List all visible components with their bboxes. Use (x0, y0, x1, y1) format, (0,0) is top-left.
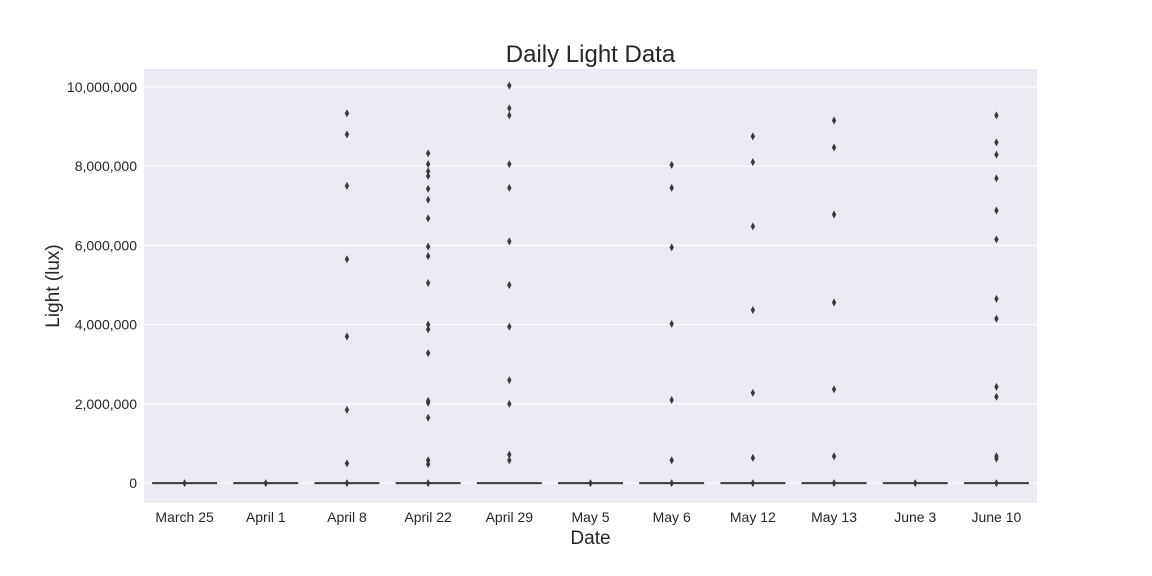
outlier-point (669, 479, 674, 488)
outlier-point (344, 479, 350, 488)
plot-background (144, 69, 1037, 503)
outlier-point (425, 279, 431, 288)
outlier-point (994, 392, 999, 401)
x-tick-label: May 13 (811, 509, 857, 525)
x-tick-label: May 12 (730, 509, 776, 525)
outlier-point (750, 453, 756, 462)
outlier-point (831, 479, 837, 488)
outlier-point (425, 242, 431, 251)
outlier-point (425, 149, 431, 158)
outlier-point (750, 388, 756, 397)
outlier-point (750, 158, 756, 167)
outlier-point (669, 160, 674, 169)
y-tick-label: 4,000,000 (75, 317, 137, 333)
outlier-point (669, 395, 674, 404)
outlier-point (425, 325, 431, 334)
outlier-point (913, 479, 918, 488)
y-tick-label: 6,000,000 (75, 237, 137, 253)
outlier-point (425, 252, 431, 261)
outlier-point (507, 111, 512, 120)
x-tick-label: April 8 (327, 509, 367, 525)
chart-title: Daily Light Data (506, 41, 676, 68)
outlier-point (507, 160, 512, 169)
outlier-point (507, 81, 512, 90)
outlier-point (669, 243, 674, 252)
x-tick-label: March 25 (155, 509, 214, 525)
outlier-point (669, 183, 674, 192)
outlier-point (750, 305, 756, 314)
outlier-point (831, 298, 837, 307)
outlier-point (750, 479, 756, 488)
outlier-point (344, 332, 350, 341)
y-tick-label: 8,000,000 (75, 158, 137, 174)
outlier-point (344, 459, 350, 468)
x-tick-label: May 6 (653, 509, 691, 525)
x-axis-label: Date (570, 528, 610, 549)
outlier-point (994, 206, 999, 215)
outlier-point (994, 174, 999, 183)
outlier-point (507, 450, 512, 459)
outlier-point (994, 382, 999, 391)
outlier-point (831, 116, 837, 125)
y-tick-label: 0 (129, 475, 137, 491)
outlier-point (831, 143, 837, 152)
outlier-point (507, 399, 512, 408)
outlier-point (425, 479, 431, 488)
outlier-point (994, 235, 999, 244)
outlier-point (344, 130, 350, 139)
x-tick-label: June 10 (971, 509, 1021, 525)
outlier-point (425, 396, 431, 405)
x-tick-label: April 29 (486, 509, 534, 525)
outlier-point (344, 181, 350, 190)
outlier-point (507, 183, 512, 192)
outlier-point (344, 109, 350, 118)
outlier-point (344, 405, 350, 414)
y-axis-label: Light (lux) (43, 244, 64, 327)
outlier-point (994, 138, 999, 147)
outlier-point (994, 294, 999, 303)
x-tick-label: June 3 (894, 509, 936, 525)
outlier-point (425, 320, 431, 329)
outlier-point (507, 322, 512, 331)
y-tick-label: 2,000,000 (75, 396, 137, 412)
outlier-point (425, 349, 431, 358)
outlier-point (182, 479, 187, 488)
outlier-point (994, 314, 999, 323)
outlier-point (507, 281, 512, 290)
outlier-point (669, 456, 674, 465)
outlier-point (344, 255, 350, 264)
outlier-point (425, 184, 431, 193)
outlier-point (507, 456, 512, 465)
outlier-point (669, 319, 674, 328)
outlier-points (182, 81, 999, 488)
outlier-point (507, 376, 512, 385)
outlier-point (425, 172, 431, 181)
outlier-point (750, 132, 756, 141)
outlier-point (588, 479, 593, 488)
outlier-point (831, 385, 837, 394)
y-axis-ticks: 0 2,000,000 4,000,000 6,000,000 8,000,000 10,… (67, 79, 137, 491)
x-tick-label: April 1 (246, 509, 286, 525)
outlier-point (425, 195, 431, 204)
outlier-point (831, 210, 837, 219)
outlier-point (994, 452, 999, 461)
outlier-point (425, 160, 431, 169)
outlier-point (263, 479, 268, 488)
outlier-point (507, 104, 512, 113)
outlier-point (831, 452, 837, 461)
x-axis-ticks: March 25 April 1 April 8 April 22 April 29 Ma… (155, 509, 1021, 525)
outlier-point (425, 167, 431, 176)
outlier-point (750, 222, 756, 231)
outlier-point (425, 413, 431, 422)
outlier-point (425, 456, 431, 465)
outlier-point (994, 479, 999, 488)
outlier-point (425, 214, 431, 223)
x-tick-label: April 22 (404, 509, 452, 525)
x-tick-label: May 5 (571, 509, 609, 525)
outlier-point (507, 237, 512, 246)
outlier-point (994, 111, 999, 120)
y-tick-label: 10,000,000 (67, 79, 137, 95)
outlier-point (994, 150, 999, 159)
